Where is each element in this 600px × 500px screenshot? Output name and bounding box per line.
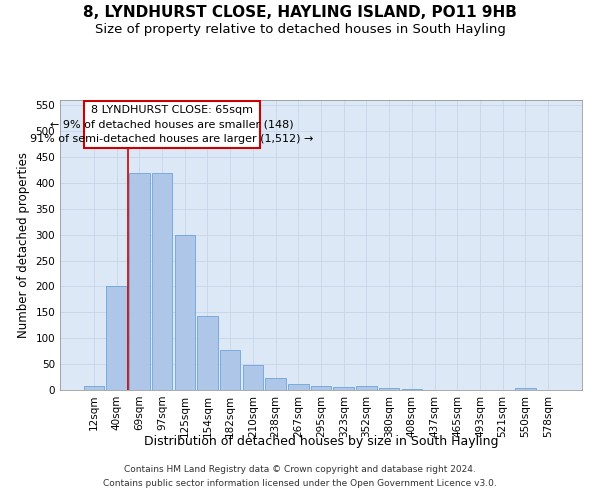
- Bar: [129, 172, 149, 390]
- Bar: [197, 316, 218, 390]
- Text: ← 9% of detached houses are smaller (148): ← 9% of detached houses are smaller (148…: [50, 120, 293, 130]
- Bar: [84, 101, 260, 148]
- Bar: [265, 378, 286, 390]
- Bar: [220, 350, 241, 390]
- Bar: [379, 388, 400, 390]
- Text: Contains HM Land Registry data © Crown copyright and database right 2024.
Contai: Contains HM Land Registry data © Crown c…: [103, 466, 497, 487]
- Bar: [175, 234, 195, 390]
- Bar: [106, 286, 127, 390]
- Bar: [334, 387, 354, 390]
- Bar: [242, 365, 263, 390]
- Bar: [356, 386, 377, 390]
- Y-axis label: Number of detached properties: Number of detached properties: [17, 152, 30, 338]
- Bar: [288, 384, 308, 390]
- Text: Size of property relative to detached houses in South Hayling: Size of property relative to detached ho…: [95, 22, 505, 36]
- Bar: [84, 386, 104, 390]
- Text: 8, LYNDHURST CLOSE, HAYLING ISLAND, PO11 9HB: 8, LYNDHURST CLOSE, HAYLING ISLAND, PO11…: [83, 5, 517, 20]
- Bar: [152, 172, 172, 390]
- Bar: [311, 386, 331, 390]
- Text: Distribution of detached houses by size in South Hayling: Distribution of detached houses by size …: [144, 435, 498, 448]
- Text: 91% of semi-detached houses are larger (1,512) →: 91% of semi-detached houses are larger (…: [30, 134, 313, 144]
- Bar: [515, 388, 536, 390]
- Text: 8 LYNDHURST CLOSE: 65sqm: 8 LYNDHURST CLOSE: 65sqm: [91, 105, 253, 115]
